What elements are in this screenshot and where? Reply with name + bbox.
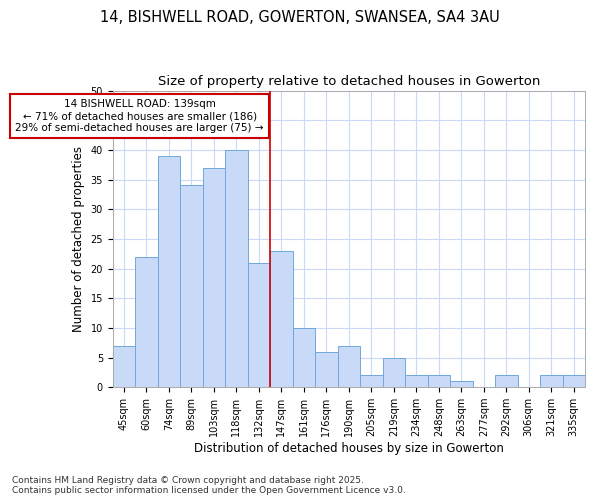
Title: Size of property relative to detached houses in Gowerton: Size of property relative to detached ho…: [158, 75, 540, 88]
Bar: [563, 376, 585, 387]
Bar: [270, 251, 293, 387]
Bar: [315, 352, 338, 387]
Bar: [383, 358, 405, 387]
Y-axis label: Number of detached properties: Number of detached properties: [72, 146, 85, 332]
Bar: [293, 328, 315, 387]
Text: Contains HM Land Registry data © Crown copyright and database right 2025.
Contai: Contains HM Land Registry data © Crown c…: [12, 476, 406, 495]
Bar: [428, 376, 450, 387]
Bar: [203, 168, 225, 387]
Bar: [405, 376, 428, 387]
Text: 14 BISHWELL ROAD: 139sqm
← 71% of detached houses are smaller (186)
29% of semi-: 14 BISHWELL ROAD: 139sqm ← 71% of detach…: [16, 100, 264, 132]
Bar: [540, 376, 563, 387]
Bar: [248, 262, 270, 387]
Bar: [158, 156, 180, 387]
Bar: [135, 256, 158, 387]
Bar: [225, 150, 248, 387]
Bar: [495, 376, 518, 387]
Text: 14, BISHWELL ROAD, GOWERTON, SWANSEA, SA4 3AU: 14, BISHWELL ROAD, GOWERTON, SWANSEA, SA…: [100, 10, 500, 25]
Bar: [113, 346, 135, 387]
Bar: [180, 186, 203, 387]
Bar: [360, 376, 383, 387]
X-axis label: Distribution of detached houses by size in Gowerton: Distribution of detached houses by size …: [194, 442, 504, 455]
Bar: [450, 382, 473, 387]
Bar: [338, 346, 360, 387]
